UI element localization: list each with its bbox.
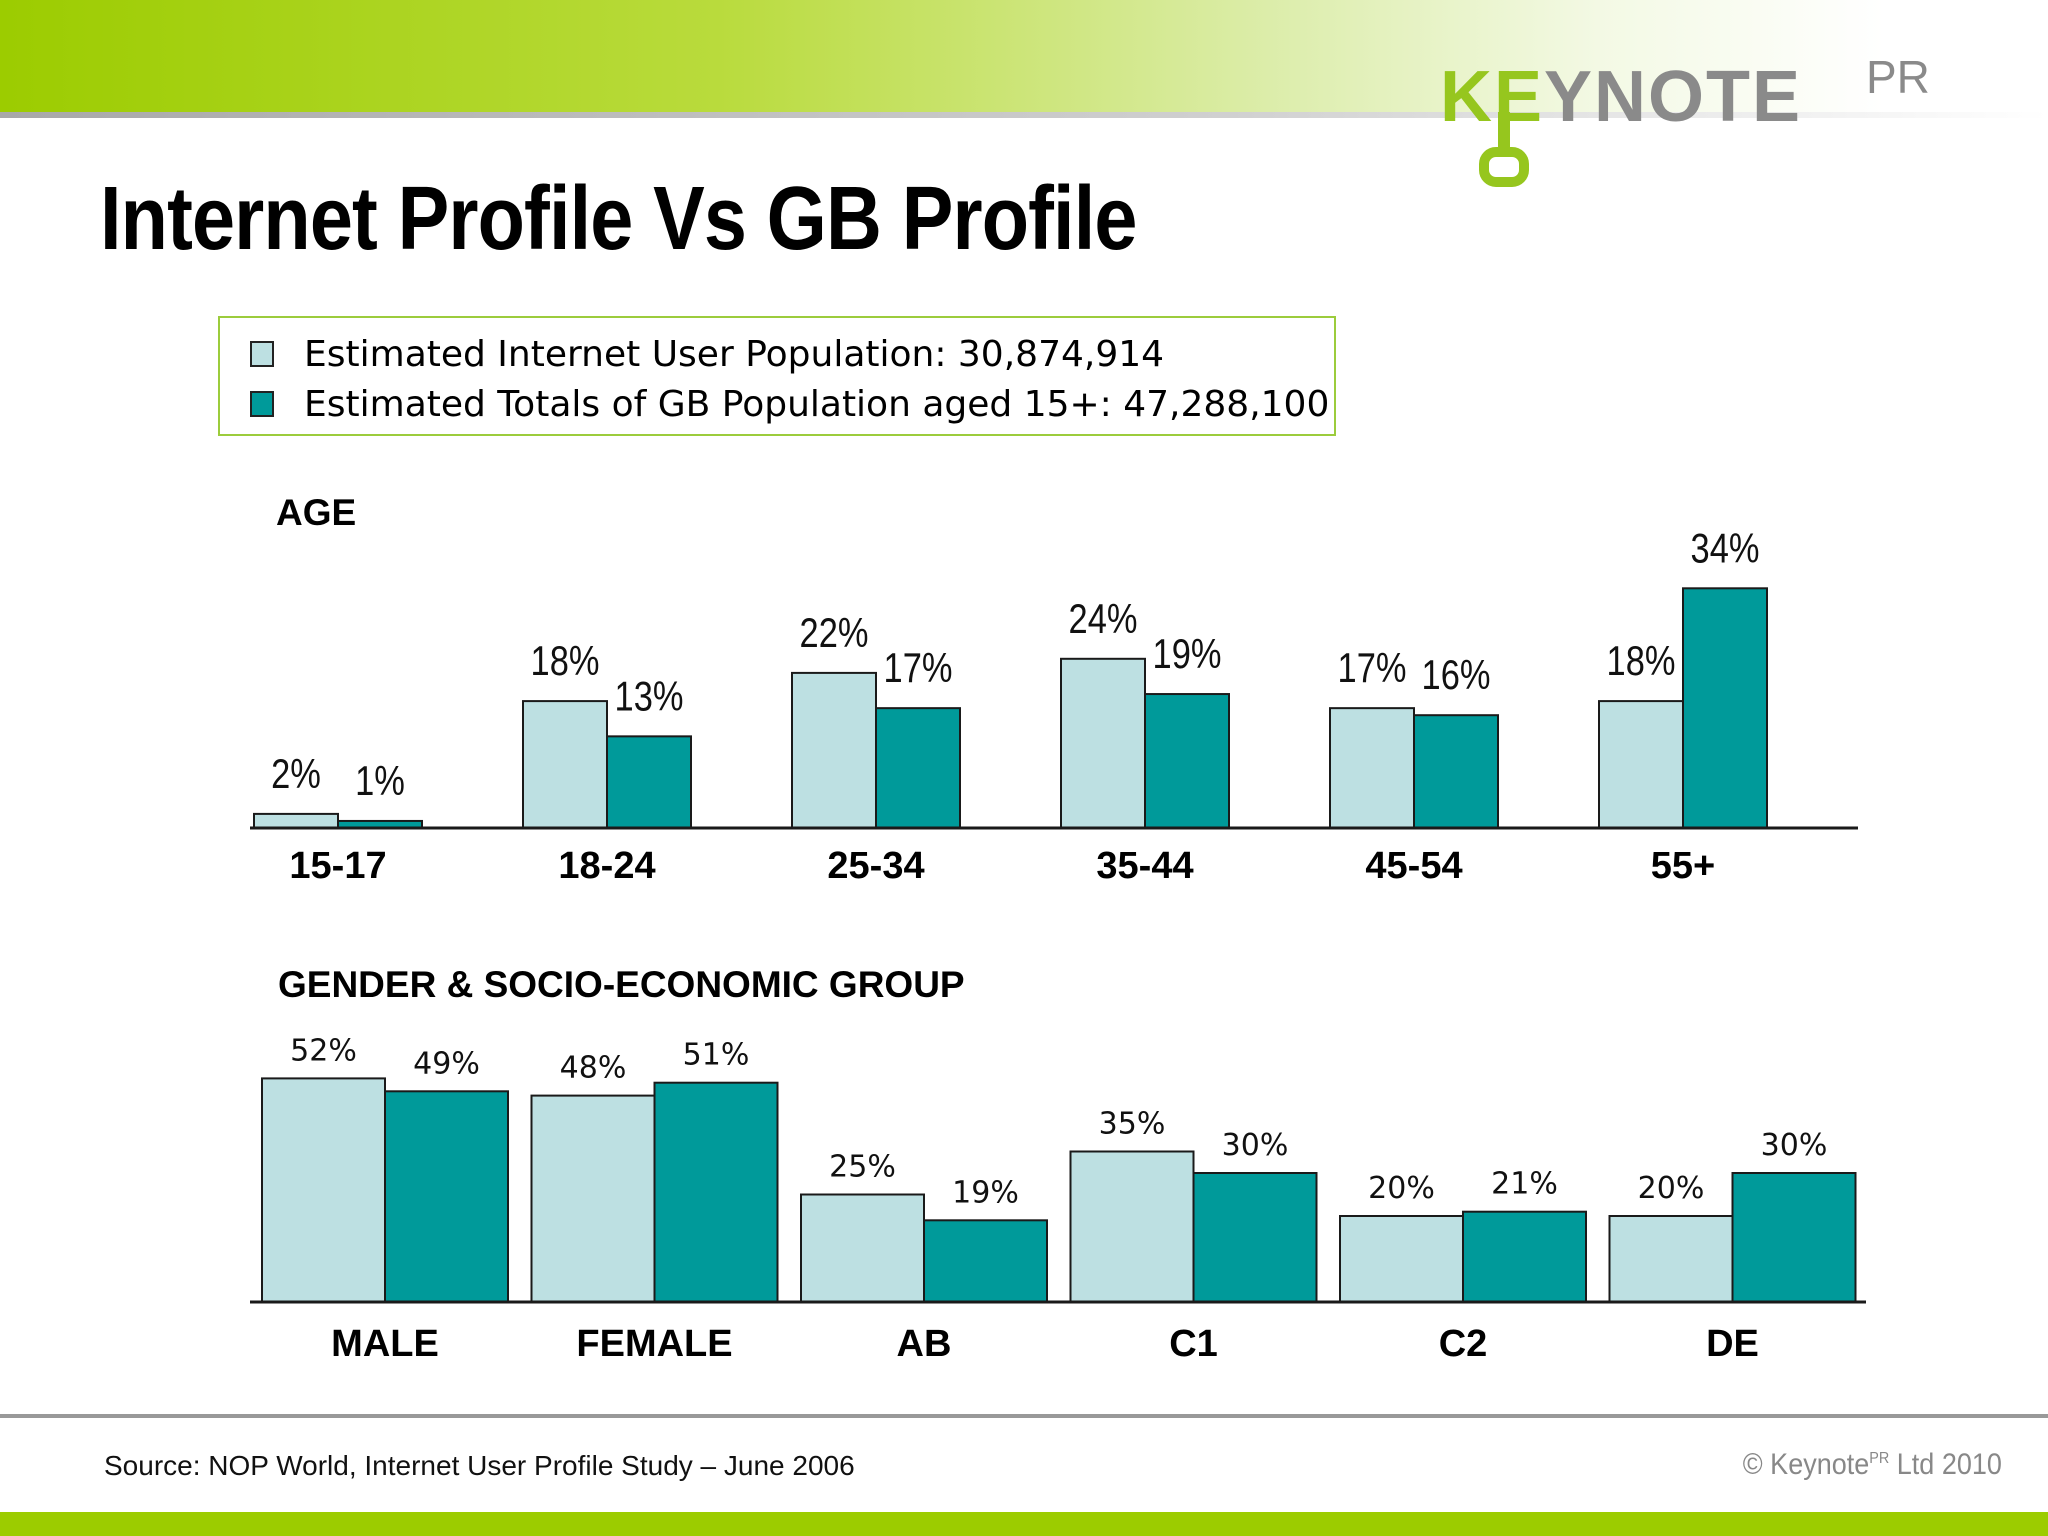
copyright-note: © KeynotePR Ltd 2010: [1743, 1448, 2002, 1482]
category-label: 25-34: [827, 845, 924, 887]
logo-superscript: PR: [1866, 51, 1930, 103]
bar-0-1-1: [606, 735, 692, 829]
legend-swatch-internet: [250, 341, 274, 367]
copyright-superscript: PR: [1869, 1450, 1890, 1467]
bar-1-2-0: [800, 1193, 925, 1303]
bar-0-1-0: [522, 700, 608, 829]
data-label: 52%: [290, 1033, 357, 1068]
legend-label-gb: Estimated Totals of GB Population aged 1…: [304, 383, 1330, 425]
data-label: 19%: [1153, 631, 1222, 678]
age-chart-title: AGE: [276, 492, 357, 533]
copyright-prefix: © Keynote: [1742, 1448, 1870, 1481]
data-label: 34%: [1691, 525, 1760, 572]
logo-key-icon: [1479, 112, 1529, 187]
data-label: 25%: [829, 1150, 896, 1185]
bar-1-0-0: [261, 1077, 386, 1304]
bar-1-3-1: [1192, 1172, 1318, 1303]
legend-label-internet: Estimated Internet User Population: 30,8…: [304, 333, 1165, 375]
header-divider: [0, 112, 2048, 118]
category-label: AB: [897, 1323, 952, 1365]
bar-1-5-1: [1731, 1172, 1857, 1303]
data-label: 24%: [1069, 596, 1138, 643]
header-band: [0, 0, 2048, 112]
data-label: 35%: [1099, 1107, 1166, 1142]
data-label: 18%: [1607, 638, 1676, 685]
logo-wordmark: KEYNOTE: [1440, 56, 1802, 138]
bar-0-5-1: [1682, 587, 1768, 829]
data-label: 30%: [1222, 1128, 1289, 1163]
data-label: 22%: [800, 610, 869, 657]
bar-0-4-0: [1329, 707, 1415, 830]
logo-letter-e: E: [1494, 57, 1545, 137]
bar-0-3-0: [1060, 657, 1146, 829]
data-label: 20%: [1638, 1171, 1705, 1206]
bar-1-0-1: [384, 1090, 509, 1304]
category-label: DE: [1706, 1323, 1759, 1365]
bar-1-2-1: [923, 1219, 1048, 1304]
bar-0-4-1: [1413, 714, 1499, 830]
legend-swatch-gb: [250, 391, 274, 417]
bar-1-4-1: [1462, 1210, 1587, 1303]
keynote-logo: KEYNOTE PR: [1440, 50, 1960, 200]
source-note: Source: NOP World, Internet User Profile…: [104, 1450, 855, 1481]
category-label: FEMALE: [576, 1323, 732, 1365]
bar-0-0-0: [253, 812, 339, 830]
bar-0-2-1: [875, 707, 961, 830]
logo-letter-k: K: [1440, 57, 1494, 137]
data-label: 1%: [355, 758, 405, 805]
footer-band: [0, 1512, 2048, 1536]
data-label: 51%: [683, 1038, 750, 1073]
data-label: 48%: [560, 1051, 627, 1086]
legend-item-internet: Estimated Internet User Population: 30,8…: [250, 332, 1164, 376]
bar-0-2-0: [791, 671, 877, 830]
data-label: 18%: [531, 638, 600, 685]
data-label: 2%: [271, 751, 321, 798]
category-label: 55+: [1651, 845, 1715, 887]
chart-legend: Estimated Internet User Population: 30,8…: [218, 316, 1336, 436]
data-label: 20%: [1368, 1171, 1435, 1206]
category-label: 45-54: [1365, 845, 1462, 887]
category-label: 35-44: [1096, 845, 1193, 887]
bar-1-4-0: [1339, 1215, 1464, 1303]
data-label: 49%: [413, 1046, 480, 1081]
bar-1-3-0: [1069, 1150, 1195, 1303]
data-label: 17%: [1338, 645, 1407, 692]
data-label: 30%: [1761, 1128, 1828, 1163]
data-label: 16%: [1422, 652, 1491, 699]
bar-0-5-0: [1598, 700, 1684, 829]
category-label: 15-17: [289, 845, 386, 887]
legend-item-gb: Estimated Totals of GB Population aged 1…: [250, 382, 1329, 426]
data-label: 19%: [952, 1175, 1019, 1210]
data-label: 13%: [615, 673, 684, 720]
gender-chart-title: GENDER & SOCIO-ECONOMIC GROUP: [278, 964, 965, 1005]
footer-divider: [0, 1414, 2048, 1418]
data-label: 21%: [1491, 1167, 1558, 1202]
copyright-suffix: Ltd 2010: [1889, 1448, 2002, 1481]
bar-0-3-1: [1144, 693, 1230, 829]
category-label: 18-24: [558, 845, 655, 887]
bar-1-5-0: [1608, 1215, 1734, 1303]
category-label: MALE: [331, 1323, 439, 1365]
bar-1-1-0: [530, 1094, 656, 1303]
logo-letters-rest: YNOTE: [1544, 57, 1803, 137]
category-label: C2: [1439, 1323, 1488, 1365]
page-title: Internet Profile Vs GB Profile: [100, 169, 1137, 269]
bar-1-1-1: [653, 1081, 779, 1303]
category-label: C1: [1169, 1323, 1218, 1365]
data-label: 17%: [884, 645, 953, 692]
